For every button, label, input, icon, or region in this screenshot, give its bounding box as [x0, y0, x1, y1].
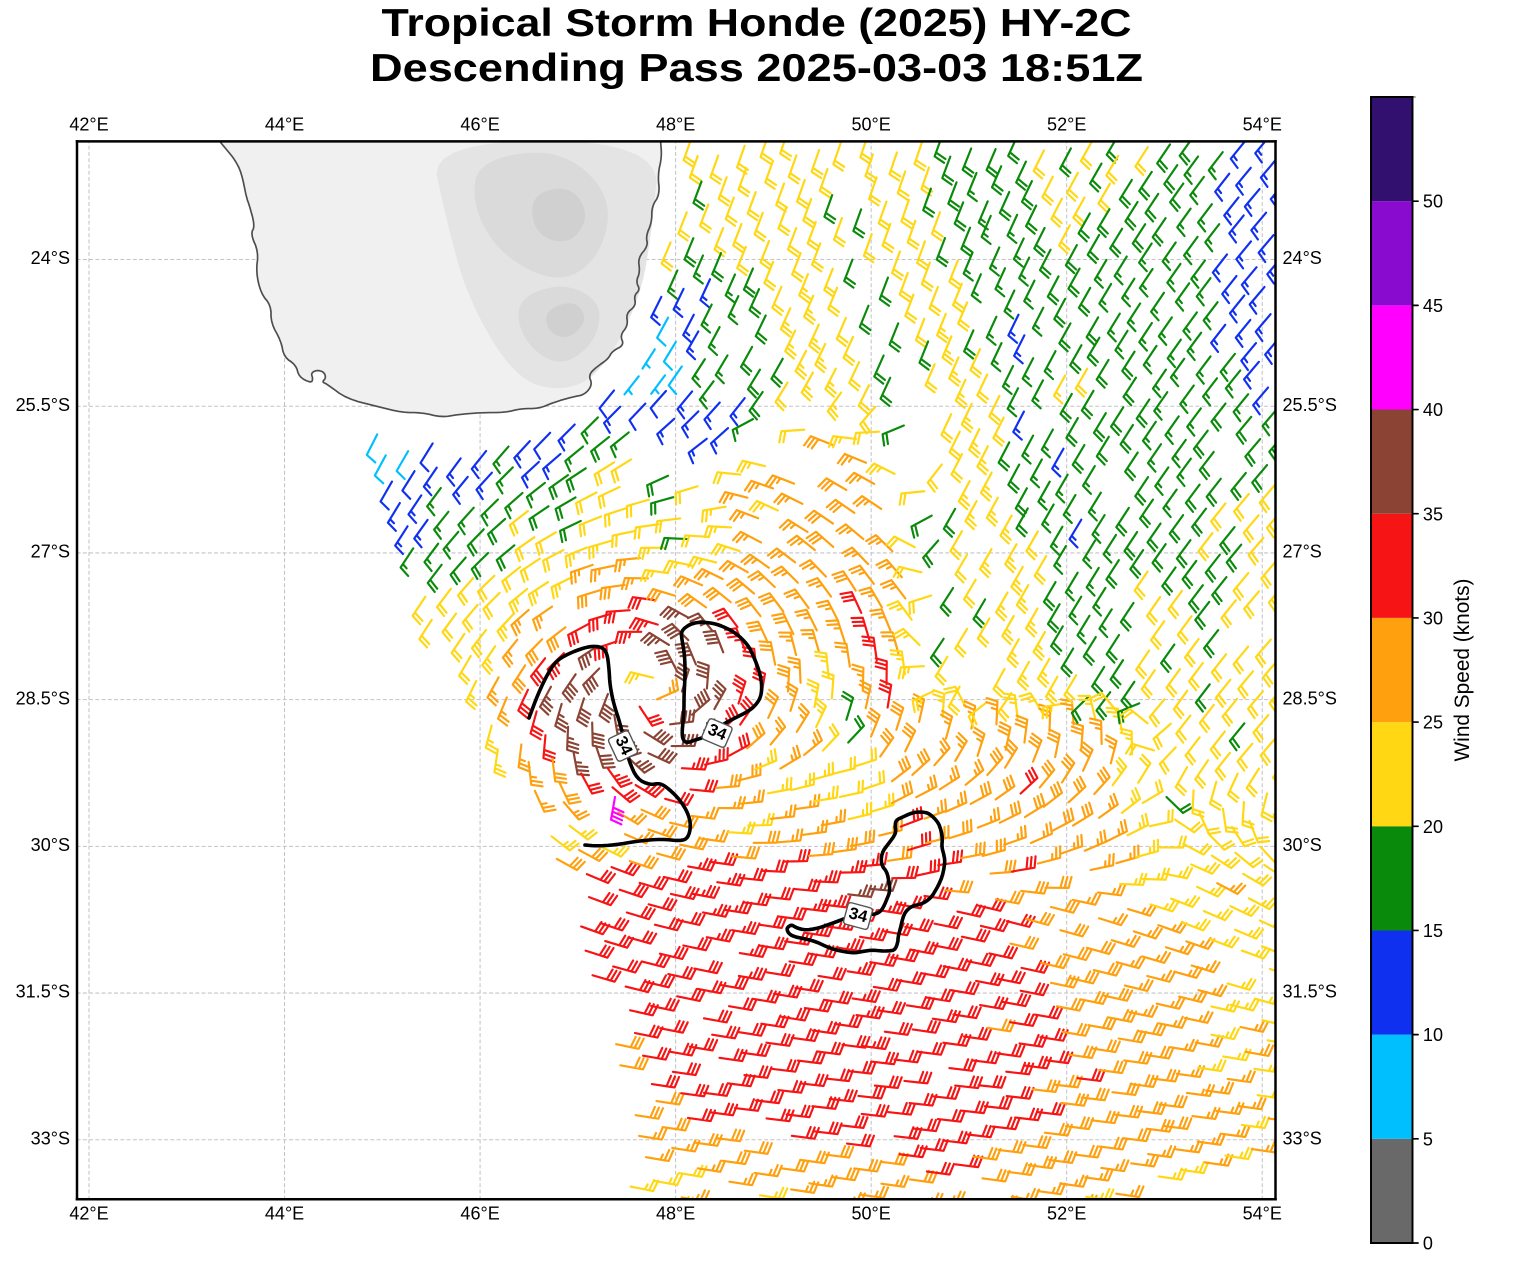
svg-text:50: 50: [1423, 192, 1443, 212]
svg-text:28.5°S: 28.5°S: [1283, 688, 1337, 708]
svg-text:52°E: 52°E: [1047, 1203, 1086, 1223]
svg-text:48°E: 48°E: [656, 1203, 695, 1223]
svg-text:42°E: 42°E: [69, 1203, 108, 1223]
svg-text:25.5°S: 25.5°S: [16, 395, 70, 415]
svg-text:30°S: 30°S: [1283, 835, 1322, 855]
svg-text:10: 10: [1423, 1025, 1443, 1045]
svg-text:50°E: 50°E: [851, 1203, 890, 1223]
svg-text:Descending Pass 2025-03-03 18:: Descending Pass 2025-03-03 18:51Z: [370, 47, 1143, 90]
svg-text:31.5°S: 31.5°S: [1283, 982, 1337, 1002]
svg-text:50°E: 50°E: [851, 115, 890, 135]
svg-text:35: 35: [1423, 504, 1443, 524]
svg-text:34: 34: [847, 903, 871, 926]
svg-text:24°S: 24°S: [1283, 248, 1322, 268]
svg-text:27°S: 27°S: [31, 542, 70, 562]
svg-text:40: 40: [1423, 400, 1443, 420]
svg-text:25: 25: [1423, 713, 1443, 733]
svg-text:27°S: 27°S: [1283, 542, 1322, 562]
svg-text:20: 20: [1423, 817, 1443, 837]
svg-text:33°S: 33°S: [31, 1128, 70, 1148]
svg-text:Tropical Storm Honde (2025) HY: Tropical Storm Honde (2025) HY-2C: [381, 2, 1131, 45]
svg-text:31.5°S: 31.5°S: [16, 982, 70, 1002]
svg-text:24°S: 24°S: [31, 248, 70, 268]
svg-text:0: 0: [1423, 1234, 1433, 1254]
svg-text:30°S: 30°S: [31, 835, 70, 855]
svg-text:30: 30: [1423, 608, 1443, 628]
svg-text:15: 15: [1423, 921, 1443, 941]
svg-text:42°E: 42°E: [69, 115, 108, 135]
svg-text:5: 5: [1423, 1129, 1433, 1149]
svg-text:44°E: 44°E: [265, 1203, 304, 1223]
svg-text:33°S: 33°S: [1283, 1128, 1322, 1148]
svg-text:45: 45: [1423, 296, 1443, 316]
svg-text:28.5°S: 28.5°S: [16, 688, 70, 708]
svg-text:46°E: 46°E: [460, 115, 499, 135]
svg-text:54°E: 54°E: [1243, 115, 1282, 135]
svg-text:48°E: 48°E: [656, 115, 695, 135]
svg-text:46°E: 46°E: [460, 1203, 499, 1223]
svg-text:54°E: 54°E: [1243, 1203, 1282, 1223]
svg-text:44°E: 44°E: [265, 115, 304, 135]
svg-text:25.5°S: 25.5°S: [1283, 395, 1337, 415]
svg-text:52°E: 52°E: [1047, 115, 1086, 135]
svg-text:Wind Speed (knots): Wind Speed (knots): [1451, 579, 1474, 762]
